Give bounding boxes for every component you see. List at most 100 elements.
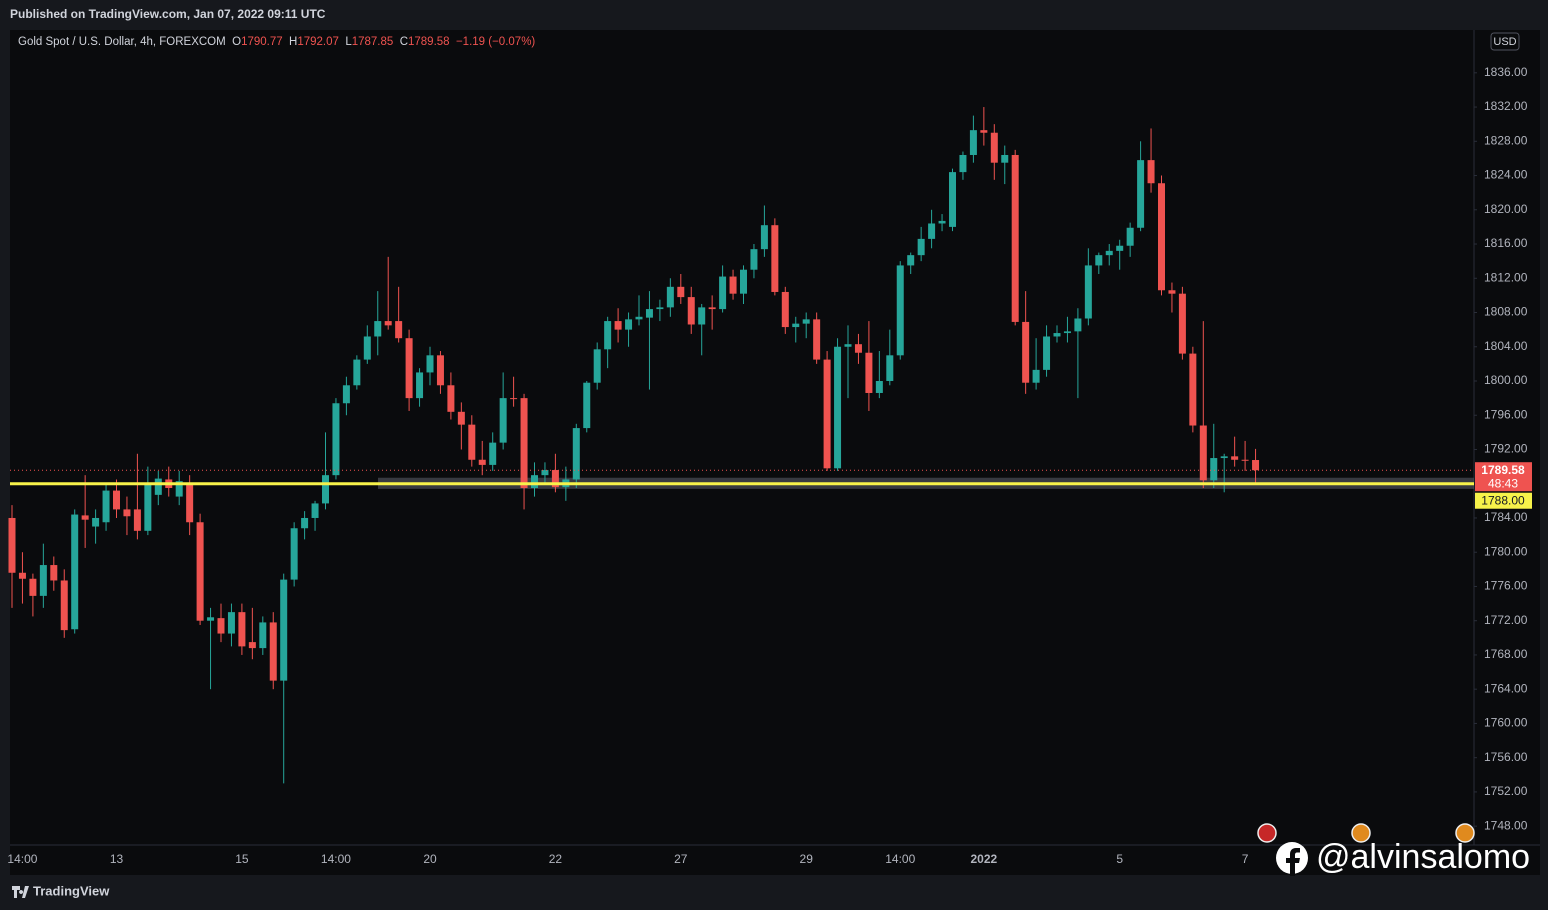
candle-body: [1126, 227, 1134, 246]
candle-body: [1053, 333, 1061, 337]
candle-body: [186, 483, 194, 523]
candle-body: [625, 319, 633, 330]
event-icon[interactable]: [1257, 823, 1277, 843]
candle-body: [896, 265, 904, 356]
candle-body: [614, 321, 622, 330]
y-tick-label: 1756.00: [1484, 750, 1528, 764]
candle-body: [750, 249, 758, 270]
candle-body: [865, 352, 873, 393]
event-icon[interactable]: [1351, 823, 1371, 843]
candle-body: [980, 130, 988, 133]
candle-body: [123, 509, 131, 517]
candle-body: [227, 612, 235, 634]
candle-body: [426, 355, 434, 373]
legend-change: −1.19 (−0.07%): [456, 36, 535, 48]
candle-body: [217, 618, 225, 634]
candle-body: [468, 424, 476, 460]
candle-body: [886, 355, 894, 381]
candle-body: [301, 517, 309, 529]
candle-body: [1074, 318, 1082, 332]
x-tick-label: 29: [800, 852, 814, 866]
facebook-f: [1286, 848, 1300, 876]
candle-body: [583, 382, 591, 429]
candle-body: [499, 398, 507, 443]
candle-body: [792, 323, 800, 328]
legend-value: 1789.58: [408, 36, 450, 48]
candle-body: [823, 359, 831, 469]
candle-body: [1022, 321, 1030, 383]
candle-body: [290, 528, 298, 580]
level-label: 1788.00: [1481, 493, 1525, 507]
candle-body: [436, 355, 444, 386]
candle-body: [907, 255, 915, 266]
candle-body: [8, 517, 16, 573]
x-tick-label: 14:00: [321, 852, 351, 866]
candle-body: [332, 403, 340, 476]
candle-body: [29, 578, 37, 596]
brand-logo: [12, 886, 29, 898]
candle-body: [1158, 183, 1165, 291]
candle-body: [1210, 458, 1218, 481]
y-tick-label: 1752.00: [1484, 784, 1528, 798]
candle-body: [1063, 331, 1071, 334]
candle-body: [593, 349, 601, 383]
candle-body: [854, 344, 862, 353]
x-tick-label: 13: [110, 852, 124, 866]
candle-body: [1252, 460, 1260, 471]
candle-body: [1032, 369, 1040, 383]
candle-body: [551, 470, 559, 488]
candle-body: [1168, 290, 1176, 294]
candle-body: [395, 321, 403, 339]
candle-body: [781, 291, 789, 328]
event-icons: [1257, 823, 1475, 843]
candle-body: [405, 338, 413, 399]
candle-body: [917, 238, 925, 256]
y-tick-label: 1832.00: [1484, 99, 1528, 113]
x-tick-label: 15: [235, 852, 249, 866]
candle-body: [656, 307, 664, 310]
currency-badge: [1490, 32, 1520, 51]
legend-key: C: [400, 36, 408, 48]
y-tick-label: 1768.00: [1484, 647, 1528, 661]
y-tick-label: 1804.00: [1484, 339, 1528, 353]
candle-body: [353, 359, 361, 386]
candle-body: [342, 385, 350, 404]
currency: USD: [1493, 36, 1516, 48]
candle-body: [196, 522, 204, 621]
candle-body: [1105, 250, 1113, 256]
candle-body: [645, 309, 653, 318]
candle-body: [154, 478, 162, 495]
legend-key: H: [289, 36, 297, 48]
candle-body: [175, 481, 183, 497]
candle-body: [81, 515, 89, 520]
candle-body: [1199, 425, 1207, 481]
x-tick-label: 2022: [970, 852, 997, 866]
candle-body: [1231, 456, 1239, 460]
candle-body: [1043, 336, 1051, 370]
candle-body: [259, 622, 267, 649]
candle-body: [1116, 245, 1124, 251]
candle-body: [207, 617, 215, 621]
candle-body: [489, 442, 497, 465]
price-axis: [1474, 30, 1540, 845]
candle-body: [959, 154, 967, 173]
candle-body: [238, 612, 246, 647]
candle-body: [1095, 255, 1103, 266]
candle-body: [969, 130, 977, 155]
candle-body: [844, 344, 852, 347]
event-icon[interactable]: [1455, 823, 1475, 843]
legend-value: 1790.77: [241, 36, 283, 48]
candle-body: [71, 514, 79, 630]
candle-body: [363, 336, 371, 360]
candle-body: [949, 172, 956, 227]
candle-body: [1189, 353, 1197, 426]
candle-body: [719, 276, 727, 310]
candle-body: [478, 459, 486, 465]
candle-body: [687, 297, 695, 325]
last-price-label: 1789.58: [1481, 463, 1525, 477]
candle-body: [572, 428, 580, 480]
x-tick-label: 14:00: [7, 852, 37, 866]
candle-body: [928, 223, 936, 239]
